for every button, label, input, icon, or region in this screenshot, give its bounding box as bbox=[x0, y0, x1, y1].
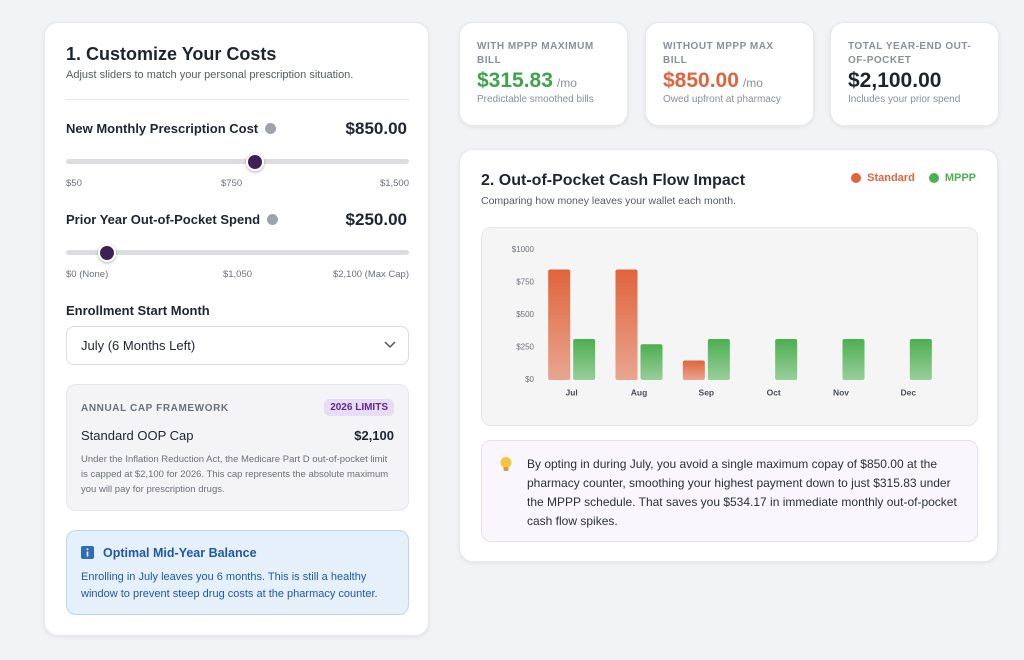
stat-card: TOTAL YEAR-END OUT-OF-POCKET $2,100.00 Inc… bbox=[830, 22, 999, 126]
x-tick-label: Oct bbox=[767, 387, 781, 397]
stat-card: WITHOUT MPPP MAX BILL $850.00/mo Owed upfr… bbox=[645, 22, 814, 126]
legend-item: MPPP bbox=[928, 172, 976, 184]
stat-note: Predictable smoothed bills bbox=[477, 94, 594, 105]
cap-value: $2,100 bbox=[354, 428, 394, 443]
stat-label: TOTAL YEAR-END OUT-OF-POCKET bbox=[848, 41, 972, 66]
tip-box: By opting in during July, you avoid a si… bbox=[481, 440, 978, 542]
slider-tick-label: $0 (None) bbox=[66, 269, 109, 280]
bar bbox=[707, 338, 730, 380]
card-title: 1. Customize Your Costs bbox=[66, 44, 277, 64]
slider-value: $850.00 bbox=[345, 119, 407, 138]
legend: Standard MPPP bbox=[851, 172, 976, 184]
stat-value-row: $2,100.00 bbox=[848, 69, 981, 93]
x-tick-label: Sep bbox=[699, 387, 715, 397]
bar bbox=[775, 338, 798, 380]
slider-track bbox=[66, 152, 409, 171]
chart-card: 2. Out-of-Pocket Cash Flow Impact Compar… bbox=[459, 149, 998, 562]
x-tick-label: Jul bbox=[566, 387, 578, 397]
framework-box: ANNUAL CAP FRAMEWORK 2026 LIMITS Standar… bbox=[66, 384, 409, 511]
bar bbox=[842, 338, 865, 380]
slider-thumb[interactable] bbox=[97, 243, 116, 262]
cap-label: Standard OOP Cap bbox=[81, 428, 194, 443]
info-title: Optimal Mid-Year Balance bbox=[103, 546, 257, 560]
slider-thumb[interactable] bbox=[246, 152, 265, 171]
info-text: Enrolling in July leaves you 6 months. T… bbox=[81, 571, 378, 600]
stat-label: WITHOUT MPPP MAX BILL bbox=[663, 41, 774, 66]
bar bbox=[909, 338, 932, 380]
slider-tick-label: $1,050 bbox=[222, 269, 253, 280]
stat-value-row: $850.00/mo bbox=[663, 69, 796, 93]
stat-card: WITH MPPP MAXIMUM BILL $315.83/mo Predicta… bbox=[459, 22, 628, 126]
stat-value: $2,100.00 bbox=[848, 69, 942, 92]
plot-box: $0 $250 $500 $750 $1000 Jul Aug Sep Oct Nov Dec bbox=[481, 227, 978, 426]
info-icon bbox=[81, 546, 94, 559]
month-select[interactable]: July (6 Months Left) bbox=[66, 326, 409, 365]
x-tick-label: Dec bbox=[901, 387, 917, 397]
y-tick-label: $0 bbox=[525, 375, 534, 384]
framework-note: Under the Inflation Reduction Act, the M… bbox=[81, 454, 389, 495]
slider-tick-label: $50 bbox=[66, 178, 82, 189]
tip-text: By opting in during July, you avoid a si… bbox=[527, 457, 957, 528]
slider-label: New Monthly Prescription Cost bbox=[66, 119, 277, 139]
stat-note: Includes your prior spend bbox=[848, 94, 961, 105]
badge: 2026 LIMITS bbox=[324, 399, 394, 416]
slider-track bbox=[66, 243, 409, 262]
bulb-icon bbox=[500, 457, 512, 471]
slider-tick-label: $750 bbox=[221, 178, 243, 189]
bar bbox=[548, 269, 571, 380]
help-icon[interactable] bbox=[267, 214, 279, 225]
x-tick-label: Nov bbox=[833, 387, 849, 397]
slider-value: $250.00 bbox=[345, 210, 407, 229]
chart-subtitle: Comparing how money leaves your wallet e… bbox=[481, 195, 737, 207]
legend-item: Standard bbox=[851, 172, 915, 184]
field-label: Enrollment Start Month bbox=[66, 303, 210, 318]
chart-title: 2. Out-of-Pocket Cash Flow Impact bbox=[481, 172, 746, 189]
bar bbox=[615, 269, 638, 380]
chevron bbox=[384, 341, 396, 349]
y-tick-label: $750 bbox=[516, 278, 534, 287]
divider bbox=[66, 99, 409, 100]
stat-note: Owed upfront at pharmacy bbox=[663, 94, 781, 105]
bar bbox=[573, 338, 596, 380]
x-tick-label: Aug bbox=[631, 387, 648, 397]
slider-label: Prior Year Out-of-Pocket Spend bbox=[66, 210, 279, 230]
y-tick-label: $1000 bbox=[512, 245, 535, 254]
framework-heading: ANNUAL CAP FRAMEWORK bbox=[81, 403, 229, 414]
customize-card: 1. Customize Your Costs Adjust sliders t… bbox=[44, 22, 429, 636]
slider-tick-label: $1,500 bbox=[379, 178, 409, 189]
y-tick-label: $500 bbox=[516, 310, 534, 319]
slider-tick-label: $2,100 (Max Cap) bbox=[332, 269, 409, 280]
y-tick-label: $250 bbox=[516, 343, 534, 352]
legend-swatch bbox=[928, 173, 939, 183]
help-icon[interactable] bbox=[265, 123, 277, 134]
bar bbox=[640, 344, 663, 380]
legend-label: MPPP bbox=[944, 172, 976, 184]
stat-value: $850.00 bbox=[663, 69, 739, 92]
info-box: Optimal Mid-Year Balance Enrolling in Ju… bbox=[66, 530, 409, 615]
bar bbox=[682, 360, 705, 380]
stat-value: $315.83 bbox=[477, 69, 553, 92]
stat-unit: /mo bbox=[556, 76, 577, 90]
legend-label: Standard bbox=[867, 172, 915, 184]
chart: $0 $250 $500 $750 $1000 Jul Aug Sep Oct Nov Dec bbox=[512, 245, 932, 397]
legend-swatch bbox=[851, 173, 862, 183]
stat-unit: /mo bbox=[742, 76, 763, 90]
card-subtitle: Adjust sliders to match your personal pr… bbox=[66, 69, 354, 81]
stat-label: WITH MPPP MAXIMUM BILL bbox=[477, 41, 594, 66]
select-value: July (6 Months Left) bbox=[81, 338, 196, 353]
stat-value-row: $315.83/mo bbox=[477, 69, 610, 93]
